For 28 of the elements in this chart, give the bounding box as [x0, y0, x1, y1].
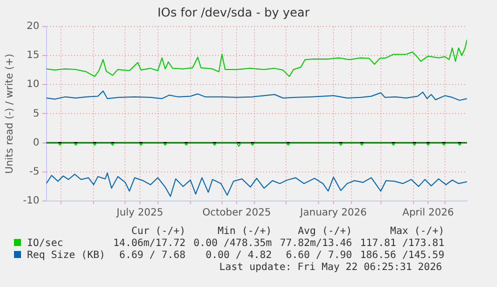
- text: Cur (-/+): [130, 226, 187, 238]
- text: 14.06m/17.72: [112, 238, 187, 250]
- y-axis-title: Units read (-) / write (+): [4, 54, 16, 174]
- x-tick-label: January 2026: [299, 208, 367, 219]
- text: 0.00 / 4.82: [204, 250, 273, 262]
- y-tick-label: -10: [22, 196, 40, 207]
- text: Max (-/+): [389, 226, 446, 238]
- text: Last update: Fri May 22 06:25:31 2026: [218, 262, 443, 274]
- y-tick-label: 10: [26, 79, 40, 90]
- x-tick-label: October 2025: [202, 208, 272, 219]
- chart-title: IOs for /dev/sda - by year: [157, 5, 310, 20]
- legend-label: Req Size (KB): [26, 250, 106, 262]
- y-tick-label: 15: [26, 50, 40, 62]
- text: 6.60 / 7.90: [284, 250, 354, 262]
- text: Avg (-/+): [296, 226, 354, 238]
- text: 0.00 /478.35m: [192, 238, 273, 250]
- x-tick-label: July 2025: [116, 208, 164, 219]
- y-tick-label: -5: [29, 166, 40, 178]
- text: Min (-/+): [216, 226, 273, 238]
- text: 186.56 /145.59: [359, 250, 446, 262]
- text: 77.82m/13.46: [278, 238, 354, 250]
- text: 6.69 / 7.68: [118, 250, 187, 262]
- y-tick-label: 5: [32, 108, 40, 120]
- x-tick-label: April 2026: [402, 208, 454, 219]
- y-tick-label: 0: [32, 137, 40, 148]
- text: 117.81 /173.81: [359, 238, 446, 250]
- y-tick-label: 20: [26, 20, 40, 32]
- legend-label: IO/sec: [26, 238, 64, 250]
